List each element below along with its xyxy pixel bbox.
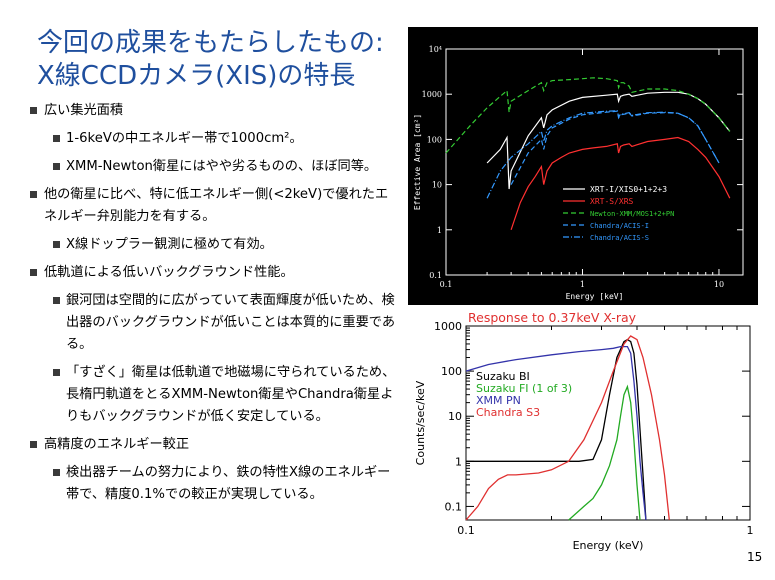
plot-frame (445, 48, 744, 276)
bullet-list: 広い集光面積 1-6keVの中エネルギー帯で1000cm²。 XMM-Newton衛… (22, 100, 397, 512)
bullet-item: 銀河団は空間的に広がっていて表面輝度が低いため、検出器のバックグラウンドが低いこ… (22, 290, 397, 356)
bullet-item: X線ドップラー観測に極めて有効。 (22, 234, 397, 256)
legend-label: Suzaku FI (1 of 3) (476, 382, 572, 395)
series-line (568, 384, 641, 521)
bullet-item: 1-6keVの中エネルギー帯で1000cm²。 (22, 128, 397, 150)
bullet-item: 「すざく」衛星は低軌道で地磁場に守られているため、長楕円軌道をとるXMM-New… (22, 362, 397, 428)
x-axis-label: Energy (keV) (573, 539, 644, 552)
series-line (486, 110, 720, 199)
bullet-item: 高精度のエネルギー較正 (22, 434, 397, 456)
series-line (486, 91, 731, 190)
bullet-item: XMM-Newton衛星にはやや劣るものの、ほぼ同等。 (22, 156, 397, 178)
x-tick-label: 0.1 (457, 524, 475, 537)
series-line (510, 136, 731, 230)
y-tick-label: 1 (437, 226, 442, 235)
x-tick-label: 1 (580, 280, 585, 289)
effective-area-chart: 0.1 1 10 0.1 1 10 100 1000 10⁴ Energy [keV] Effect… (408, 27, 758, 305)
legend-label: Chandra S3 (476, 406, 540, 419)
legend-label: Chandra/ACIS-S (590, 234, 649, 242)
y-tick-label: 100 (441, 365, 462, 378)
plot-frame (465, 325, 751, 521)
series-line (510, 110, 720, 185)
y-tick-label: 1 (455, 455, 462, 468)
series-line (445, 77, 731, 154)
bullet-item: 低軌道による低いバックグラウンド性能。 (22, 262, 397, 284)
bullet-item: 他の衛星に比べ、特に低エネルギー側(<2keV)で優れたエネルギー弁別能力を有す… (22, 184, 397, 228)
legend-label: Newton-XMM/MOS1+2+PN (590, 210, 674, 218)
y-tick-label: 0.1 (445, 500, 463, 513)
legend-label: XRT-S/XRS (590, 197, 634, 206)
x-tick-label: 10 (714, 280, 724, 289)
x-tick-label: 0.1 (440, 280, 453, 289)
title-line-1: 今回の成果をもたらしたもの: (37, 28, 384, 58)
legend-label: XRT-I/XIS0+1+2+3 (590, 185, 667, 194)
series-line (465, 335, 670, 521)
y-axis-label: Counts/sec/keV (414, 380, 427, 465)
bullet-item: 広い集光面積 (22, 100, 397, 122)
legend-label: XMM PN (476, 394, 521, 407)
title-line-2: X線CCDカメラ(XIS)の特長 (37, 61, 356, 91)
chart-title: Response to 0.37keV X-ray (468, 310, 637, 325)
series-line (465, 345, 647, 521)
y-tick-label: 100 (427, 135, 442, 144)
series-line (466, 338, 647, 521)
y-tick-label: 0.1 (429, 271, 442, 280)
y-tick-label: 10 (448, 410, 462, 423)
x-axis-label: Energy [keV] (566, 292, 624, 301)
legend-label: Suzaku BI (476, 370, 530, 383)
y-tick-label: 10 (432, 181, 442, 190)
legend-label: Chandra/ACIS-I (590, 222, 649, 230)
bullet-item: 検出器チームの努力により、鉄の特性X線のエネルギー帯で、精度0.1%での較正が実… (22, 462, 397, 506)
chart-background (408, 27, 758, 305)
y-tick-label: 1000 (422, 90, 442, 99)
y-tick-label: 10⁴ (429, 45, 442, 54)
y-axis-label: Effective Area [cm²] (413, 114, 422, 210)
response-chart: Response to 0.37keV X-ray 0.1 1 0.1 1 10 100 10… (414, 310, 754, 552)
slide-title: 今回の成果をもたらしたもの: X線CCDカメラ(XIS)の特長 (37, 27, 412, 93)
x-tick-label: 1 (747, 524, 754, 537)
y-tick-label: 1000 (434, 320, 462, 333)
page-number: 15 (747, 550, 763, 564)
